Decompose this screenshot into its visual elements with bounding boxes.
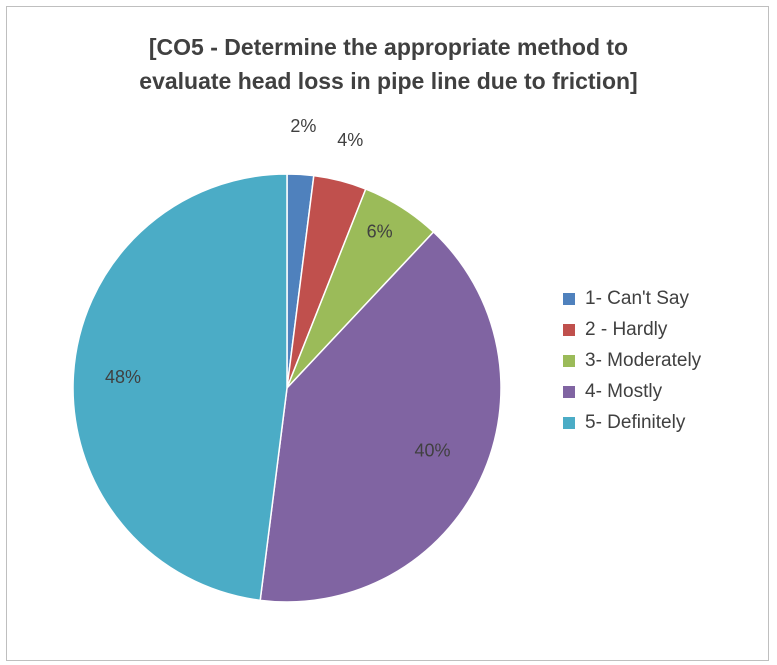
data-label-hardly: 4% — [337, 130, 363, 150]
legend-label-mostly: 4- Mostly — [585, 380, 663, 402]
legend-item-hardly: 2 - Hardly — [563, 314, 701, 345]
legend-item-mostly: 4- Mostly — [563, 376, 701, 407]
chart-title-line-2: evaluate head loss in pipe line due to f… — [139, 68, 638, 94]
pie-slice-mostly — [259, 230, 502, 603]
legend-swatch-hardly — [563, 323, 575, 336]
pie-data-labels: 2% 4% 6% 40% 48% — [105, 116, 451, 460]
data-label-definitely: 48% — [105, 367, 141, 387]
legend-item-moderately: 3- Moderately — [563, 345, 701, 376]
legend-label-moderately: 3- Moderately — [585, 349, 702, 371]
data-label-cant-say: 2% — [290, 116, 316, 136]
legend-swatch-mostly — [563, 385, 575, 398]
pie-slice-definitely — [72, 173, 288, 602]
chart-title: [CO5 - Determine the appropriate method … — [20, 30, 757, 98]
legend-label-cant-say: 1- Can't Say — [585, 287, 689, 309]
legend-swatch-definitely — [563, 416, 575, 429]
legend-item-cant-say: 1- Can't Say — [563, 283, 701, 314]
chart-title-line-1: [CO5 - Determine the appropriate method … — [148, 34, 629, 60]
legend-label-hardly: 2 - Hardly — [585, 318, 668, 340]
legend-swatch-moderately — [563, 354, 575, 367]
legend-label-definitely: 5- Definitely — [585, 411, 686, 433]
chart-legend: 1- Can't Say 2 - Hardly 3- Moderately 4-… — [563, 283, 701, 438]
pie-slices — [72, 173, 502, 603]
data-label-mostly: 40% — [414, 441, 450, 461]
data-label-moderately: 6% — [367, 221, 393, 241]
legend-swatch-cant-say — [563, 292, 575, 305]
legend-item-definitely: 5- Definitely — [563, 407, 701, 438]
